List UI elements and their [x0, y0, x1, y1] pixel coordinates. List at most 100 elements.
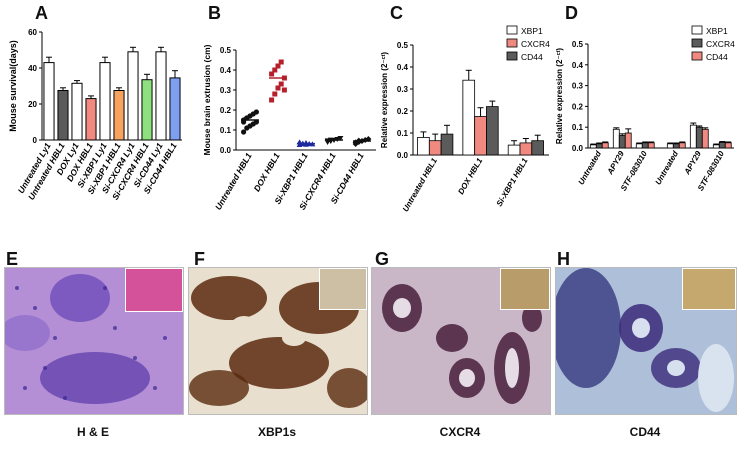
y-tick-label: 0: [33, 136, 38, 145]
xbp1s-stain-image: [188, 267, 368, 415]
bar: [43, 62, 55, 141]
legend-label: CXCR4: [706, 39, 735, 49]
bar: [57, 90, 69, 141]
data-point: [281, 87, 287, 93]
y-tick-label: 0.2: [397, 107, 409, 116]
legend-label: CXCR4: [521, 39, 550, 49]
y-tick-label: 0.5: [572, 40, 584, 49]
bar: [672, 143, 680, 149]
y-tick-label: 0.2: [572, 102, 584, 111]
bar: [595, 143, 603, 149]
data-point: [269, 71, 275, 77]
bar: [99, 62, 111, 141]
legend-swatch: [691, 38, 703, 48]
bar: [474, 116, 487, 156]
bar: [141, 79, 153, 141]
x-tick-label: DOX HBL1: [252, 151, 282, 193]
bar: [486, 106, 499, 156]
panel-letter-d: D: [565, 3, 578, 23]
y-tick-label: 0.1: [397, 129, 409, 138]
bar: [695, 126, 703, 149]
y-tick-label: 0.3: [220, 86, 232, 95]
y-tick-label: 0.3: [397, 85, 409, 94]
bar: [169, 77, 181, 141]
x-tick-label: Untreated: [654, 149, 681, 187]
bar: [127, 51, 139, 141]
x-tick-label: Si-XBP1 HBL1: [495, 156, 530, 208]
y-tick-label: 60: [28, 28, 37, 37]
bar: [647, 142, 655, 149]
y-tick-label: 0.1: [220, 126, 232, 135]
y-tick-label: 0.2: [220, 106, 232, 115]
x-tick-label: Untreated HBL1: [213, 151, 254, 212]
brain-extrusion-scatter-chart: 0.0 0.1 0.2 0.3 0.4 0.5 Mouse brain extrusion …: [202, 44, 376, 212]
legend-label: XBP1: [706, 26, 728, 36]
he-stain-image: [4, 267, 184, 415]
panel-letter-b: B: [208, 3, 221, 23]
panel-letter-c: C: [390, 3, 403, 23]
bar: [155, 51, 167, 141]
panel-letter-e: E: [6, 249, 19, 269]
panel-letter-f: F: [194, 249, 205, 269]
data-point: [272, 91, 278, 97]
x-tick-label: APY29: [682, 149, 703, 177]
bar: [678, 142, 686, 149]
data-point: [253, 109, 259, 115]
bar: [701, 128, 709, 149]
y-tick-label: 0.5: [397, 41, 409, 50]
bar: [724, 142, 732, 149]
panel-letter-h: H: [557, 249, 570, 269]
he-inset: [125, 268, 183, 312]
x-tick-label: Untreated: [577, 149, 604, 187]
bar: [624, 132, 632, 149]
bar: [428, 140, 442, 156]
y-tick-label: 40: [28, 64, 37, 73]
bar: [589, 144, 597, 149]
cxcr4-inset: [500, 268, 550, 310]
bar: [712, 144, 720, 149]
y-axis-label: Relative expression (2⁻ᶜᵗ): [555, 48, 564, 144]
caption-he: H & E: [76, 425, 109, 439]
y-axis-label: Mouse survival(days): [8, 40, 18, 132]
bar: [462, 79, 476, 156]
data-point: [275, 85, 281, 91]
y-tick-label: 0.0: [397, 151, 409, 160]
cd44-stain-image: [555, 267, 737, 415]
legend-swatch: [691, 51, 703, 61]
bar: [113, 90, 125, 141]
bar: [85, 98, 97, 141]
expression-bar-chart-c: 0.0 0.1 0.2 0.3 0.4 0.5 Relative expression (2…: [380, 25, 550, 213]
bar: [618, 135, 626, 149]
y-tick-label: 20: [28, 100, 37, 109]
bar: [635, 143, 643, 149]
x-tick-label: DOX HBL1: [456, 156, 484, 196]
y-axis-label: Mouse brain extrusion (cm): [202, 44, 212, 155]
bar: [601, 142, 609, 149]
data-point: [337, 136, 344, 141]
caption-cxcr4: CXCR4: [439, 425, 481, 439]
y-tick-label: 0.3: [572, 82, 584, 91]
bar: [71, 82, 83, 141]
bar: [531, 140, 544, 156]
panel-letter-g: G: [375, 249, 390, 269]
caption-cd44: CD44: [629, 425, 661, 439]
legend-label: CD44: [521, 52, 543, 62]
bar: [519, 142, 533, 156]
y-tick-label: 0.4: [572, 61, 584, 70]
x-tick-label: Untreated HBL1: [401, 156, 439, 213]
y-tick-label: 0.1: [572, 123, 584, 132]
x-tick-label: APY29: [605, 149, 626, 177]
data-point: [241, 129, 247, 135]
bar: [641, 142, 649, 149]
legend-label: XBP1: [521, 26, 543, 36]
expression-bar-chart-d: 0.0 0.1 0.2 0.3 0.4 0.5 Relative expression (2…: [555, 25, 735, 193]
bar: [666, 143, 674, 149]
legend-swatch: [506, 51, 518, 61]
cd44-inset: [682, 268, 736, 310]
legend-swatch: [691, 25, 703, 35]
bar: [440, 133, 454, 156]
y-axis-label: Relative expression (2⁻ᶜᵗ): [380, 52, 389, 148]
xbp1s-inset: [319, 268, 367, 310]
legend-swatch: [506, 38, 518, 48]
